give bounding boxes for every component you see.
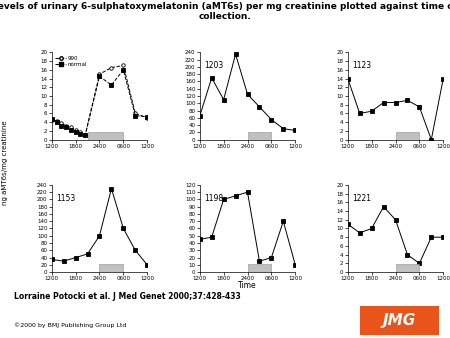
Bar <box>396 132 419 140</box>
Text: 1153: 1153 <box>57 194 76 202</box>
Text: 1221: 1221 <box>352 194 372 202</box>
Bar <box>396 264 419 272</box>
Bar <box>248 132 271 140</box>
Bar <box>248 264 271 272</box>
Text: ng aMT6s/mg creatinine: ng aMT6s/mg creatinine <box>2 120 8 204</box>
Text: 1203: 1203 <box>205 61 224 70</box>
Bar <box>99 264 123 272</box>
Text: ©2000 by BMJ Publishing Group Ltd: ©2000 by BMJ Publishing Group Ltd <box>14 323 126 329</box>
Text: 1198: 1198 <box>205 194 224 202</box>
Text: Lorraine Potocki et al. J Med Genet 2000;37:428-433: Lorraine Potocki et al. J Med Genet 2000… <box>14 292 240 301</box>
Text: 1123: 1123 <box>352 61 372 70</box>
Text: JMG: JMG <box>383 313 416 328</box>
Text: Levels of urinary 6-sulphatoxymelatonin (aMT6s) per mg creatinine plotted agains: Levels of urinary 6-sulphatoxymelatonin … <box>0 2 450 21</box>
Bar <box>88 132 123 140</box>
Text: Time: Time <box>238 281 257 290</box>
Legend: 990, normal: 990, normal <box>54 55 88 67</box>
